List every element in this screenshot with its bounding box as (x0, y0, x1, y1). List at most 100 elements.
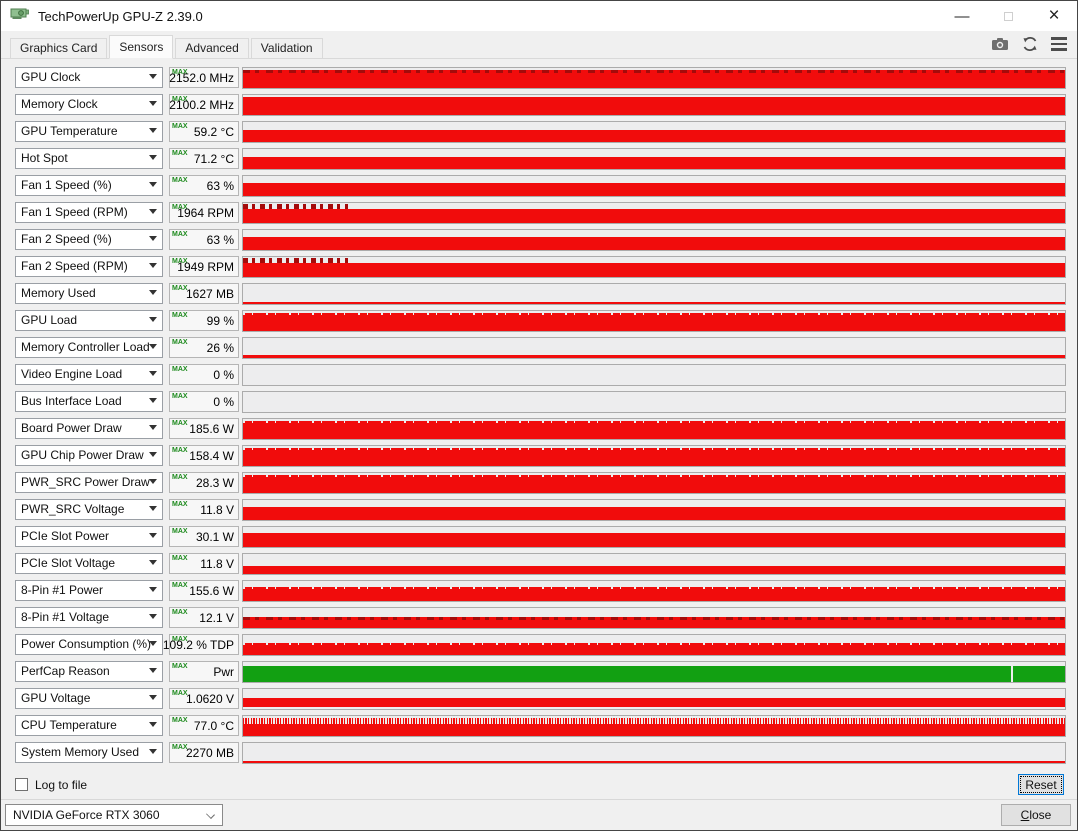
tab-advanced[interactable]: Advanced (175, 38, 249, 58)
sensor-max-value: MAX 26 % (169, 337, 239, 358)
sensor-row: Power Consumption (%) MAX 109.2 % TDP (1, 631, 1077, 658)
sensor-select[interactable]: Memory Clock (15, 94, 163, 115)
chevron-down-icon (149, 614, 157, 619)
sensor-select[interactable]: GPU Voltage (15, 688, 163, 709)
sensor-row: Fan 1 Speed (RPM) MAX 1964 RPM (1, 199, 1077, 226)
camera-icon[interactable] (991, 37, 1009, 51)
sensor-max-value: MAX 155.6 W (169, 580, 239, 601)
sensor-select[interactable]: PerfCap Reason (15, 661, 163, 682)
sensor-row: Bus Interface Load MAX 0 % (1, 388, 1077, 415)
max-label: MAX (172, 690, 188, 697)
chevron-down-icon (149, 506, 157, 511)
sensor-row: GPU Temperature MAX 59.2 °C (1, 118, 1077, 145)
sensor-select[interactable]: GPU Clock (15, 67, 163, 88)
sensor-select[interactable]: Memory Used (15, 283, 163, 304)
max-label: MAX (172, 420, 188, 427)
log-to-file-checkbox[interactable] (15, 778, 28, 791)
chevron-down-icon (149, 155, 157, 160)
sensor-label: GPU Clock (21, 70, 81, 84)
max-label: MAX (172, 501, 188, 508)
sensor-value: 30.1 W (195, 530, 234, 544)
sensor-value: 59.2 °C (193, 125, 234, 139)
tab-sensors[interactable]: Sensors (109, 35, 174, 59)
sensor-value: 63 % (206, 233, 234, 247)
sensor-select[interactable]: PWR_SRC Power Draw (15, 472, 163, 493)
chevron-down-icon (149, 290, 157, 295)
tab-graphics-card[interactable]: Graphics Card (10, 38, 108, 58)
gpuz-app-icon (10, 7, 30, 26)
sensor-graph (242, 714, 1066, 737)
sensor-label: Memory Clock (21, 97, 98, 111)
sensor-select[interactable]: Board Power Draw (15, 418, 163, 439)
sensor-select[interactable]: GPU Load (15, 310, 163, 331)
sensor-select[interactable]: Video Engine Load (15, 364, 163, 385)
max-label: MAX (172, 123, 188, 130)
sensor-row: Fan 2 Speed (RPM) MAX 1949 RPM (1, 253, 1077, 280)
sensor-select[interactable]: PWR_SRC Voltage (15, 499, 163, 520)
graph-bar (243, 586, 1065, 601)
refresh-icon[interactable] (1022, 36, 1038, 52)
sensor-graph (242, 201, 1066, 224)
max-label: MAX (172, 636, 188, 643)
sensor-select[interactable]: 8-Pin #1 Power (15, 580, 163, 601)
sensor-max-value: MAX 30.1 W (169, 526, 239, 547)
reset-button[interactable]: Reset (1018, 774, 1064, 795)
sensor-row: PerfCap Reason MAX Pwr (1, 658, 1077, 685)
max-label: MAX (172, 663, 188, 670)
sensor-select[interactable]: PCIe Slot Power (15, 526, 163, 547)
sensor-graph (242, 336, 1066, 359)
max-label: MAX (172, 474, 188, 481)
max-label: MAX (172, 285, 188, 292)
sensor-row: Memory Controller Load MAX 26 % (1, 334, 1077, 361)
sensor-graph (242, 174, 1066, 197)
sensor-label: 8-Pin #1 Power (21, 583, 104, 597)
sensor-select[interactable]: Hot Spot (15, 148, 163, 169)
minimize-button[interactable]: — (954, 7, 970, 25)
sensor-select[interactable]: Power Consumption (%) (15, 634, 163, 655)
chevron-down-icon (149, 641, 157, 646)
graph-bar (243, 262, 1065, 277)
sensor-max-value: MAX 1949 RPM (169, 256, 239, 277)
close-window-button[interactable]: × (1048, 5, 1060, 26)
sensor-max-value: MAX 77.0 °C (169, 715, 239, 736)
sensor-select[interactable]: Fan 2 Speed (%) (15, 229, 163, 250)
sensor-value: 1.0620 V (185, 692, 234, 706)
sensor-graph (242, 633, 1066, 656)
chevron-down-icon (149, 209, 157, 214)
graph-noise-overlay (243, 69, 1065, 73)
sensor-select[interactable]: Fan 2 Speed (RPM) (15, 256, 163, 277)
device-select[interactable]: NVIDIA GeForce RTX 3060 (5, 804, 223, 826)
sensor-label: GPU Load (21, 313, 78, 327)
graph-noise-overlay (243, 203, 348, 209)
chevron-down-icon (149, 722, 157, 727)
sensor-value: 28.3 W (195, 476, 234, 490)
sensor-select[interactable]: Fan 1 Speed (RPM) (15, 202, 163, 223)
sensor-select[interactable]: 8-Pin #1 Voltage (15, 607, 163, 628)
graph-noise-overlay (243, 642, 1065, 645)
sensor-select[interactable]: CPU Temperature (15, 715, 163, 736)
sensor-row: PCIe Slot Voltage MAX 11.8 V (1, 550, 1077, 577)
graph-noise-overlay (243, 474, 1065, 477)
tab-bar: Graphics Card Sensors Advanced Validatio… (1, 31, 1077, 59)
sensor-select[interactable]: System Memory Used (15, 742, 163, 763)
sensor-select[interactable]: Memory Controller Load (15, 337, 163, 358)
sensor-select[interactable]: Bus Interface Load (15, 391, 163, 412)
sensor-label: GPU Chip Power Draw (21, 448, 144, 462)
sensor-select[interactable]: GPU Temperature (15, 121, 163, 142)
sensor-graph (242, 417, 1066, 440)
sensor-row: System Memory Used MAX 2270 MB (1, 739, 1077, 766)
sensor-value: 12.1 V (199, 611, 234, 625)
title-bar: TechPowerUp GPU-Z 2.39.0 — × (1, 1, 1077, 31)
tab-validation[interactable]: Validation (250, 38, 323, 58)
sensor-value: 0 % (213, 395, 234, 409)
sensor-select[interactable]: PCIe Slot Voltage (15, 553, 163, 574)
chevron-down-icon (149, 317, 157, 322)
graph-bar (243, 96, 1065, 115)
menu-icon[interactable] (1051, 37, 1067, 51)
graph-bar (243, 642, 1065, 655)
sensor-value: 109.2 % TDP (162, 638, 234, 652)
sensor-select[interactable]: Fan 1 Speed (%) (15, 175, 163, 196)
sensor-row: Memory Used MAX 1627 MB (1, 280, 1077, 307)
sensor-select[interactable]: GPU Chip Power Draw (15, 445, 163, 466)
